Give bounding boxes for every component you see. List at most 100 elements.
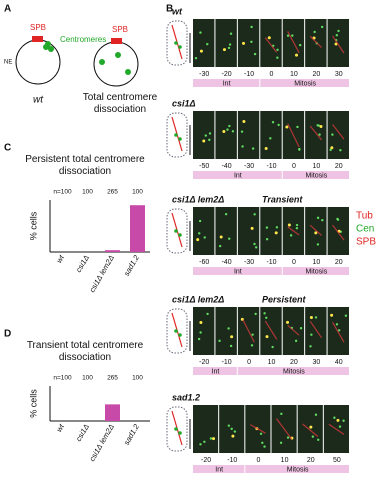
cen-signal [206, 42, 209, 46]
state-label: Persistent [262, 294, 307, 304]
schematic-outline [166, 112, 188, 158]
cen-signal [277, 123, 280, 127]
spb-label: SPB [112, 25, 128, 34]
time-label: 50 [333, 457, 341, 464]
cen-signal [316, 243, 320, 246]
cen-signal [337, 329, 341, 332]
cen-signal [265, 237, 269, 241]
cen-sketch [174, 427, 178, 431]
cen-signal [329, 148, 332, 152]
phase-bar [245, 465, 349, 473]
spb-signal [286, 320, 290, 324]
cen-signal [233, 430, 237, 433]
cen-signal [321, 218, 324, 222]
cen-signal [320, 25, 324, 29]
spb [32, 36, 43, 42]
panel-label: D [4, 329, 11, 340]
cen-signal [336, 217, 339, 221]
cen-signal [338, 425, 342, 428]
cen-signal [317, 124, 320, 127]
time-label: 20 [335, 163, 343, 170]
time-label: 10 [312, 259, 320, 266]
time-label: -30 [244, 259, 254, 266]
n-label: 265 [107, 375, 118, 382]
n-label: 100 [82, 375, 93, 382]
cen-signal [289, 234, 293, 237]
cen-signal [299, 327, 303, 330]
spb-signal [202, 139, 206, 143]
cen-signal [230, 427, 233, 431]
spindle-signal [287, 226, 300, 236]
time-label: -40 [222, 163, 232, 170]
spb-signal [267, 36, 271, 40]
phase-bar [193, 171, 282, 179]
y-axis-label: % cells [28, 211, 38, 240]
spindle-signal [309, 35, 322, 49]
spb-signal [212, 437, 216, 441]
micrograph [193, 207, 215, 255]
time-label: 20 [307, 457, 315, 464]
legend-label: Tub [356, 211, 373, 222]
bar [130, 205, 145, 252]
cen-signal [344, 314, 348, 317]
spb-signal [250, 226, 254, 230]
cen-signal [280, 412, 283, 416]
cen-signal [316, 216, 320, 220]
cen-signal [208, 132, 212, 135]
spindle-signal [287, 325, 300, 336]
micrograph [327, 19, 349, 67]
phase-bar [193, 267, 282, 275]
micrograph [215, 207, 237, 255]
micrograph [215, 19, 237, 67]
spb-signal [196, 238, 200, 242]
schematic-outline [166, 308, 188, 354]
micrograph [260, 111, 282, 159]
cen-signal [228, 43, 232, 46]
caption: Total centromere dissociation [82, 92, 158, 115]
schematic-outline [166, 406, 188, 452]
cen-signal [250, 25, 253, 29]
spindle-signal [328, 423, 345, 435]
spindle-signal [264, 37, 278, 53]
spb-signal [285, 125, 289, 129]
spb-signal [287, 223, 291, 227]
cen-signal [199, 31, 202, 34]
time-label: 0 [247, 359, 251, 366]
cen-sketch [174, 329, 178, 333]
cen-signal [296, 125, 299, 129]
time-label: -50 [199, 163, 209, 170]
cen-signal [265, 226, 269, 229]
cen-signal [317, 438, 320, 442]
time-label: 20 [290, 359, 298, 366]
cen-signal [271, 345, 274, 349]
micrograph [237, 111, 260, 159]
cen-signal [263, 445, 266, 448]
phase-label: Int [234, 172, 242, 179]
micrograph [305, 111, 327, 159]
time-label: -10 [266, 259, 276, 266]
y-axis-label: % cells [28, 389, 38, 418]
spindle-signal [264, 320, 278, 340]
n-label: n=100 [53, 375, 72, 382]
n-label: 100 [132, 375, 143, 382]
x-tick-label: csi1Δ [74, 253, 91, 273]
time-label: 10 [268, 359, 276, 366]
phase-bar [237, 367, 349, 375]
cen-signal [314, 316, 318, 319]
cen-signal [194, 56, 198, 60]
cen-signal [226, 128, 229, 131]
strain-label: csi1Δ lem2Δ [172, 194, 224, 204]
cen-signal [197, 337, 201, 341]
cen-signal [253, 213, 256, 216]
phase-label: Mitosis [305, 172, 327, 179]
phase-bar [282, 267, 349, 275]
nucleus [15, 39, 61, 85]
spindle-signal [287, 31, 300, 54]
time-label: 10 [312, 163, 320, 170]
phase-label: Mitosis [294, 80, 316, 87]
phase-label: Mitosis [305, 268, 327, 275]
spindle-signal [287, 123, 300, 148]
cen-signal [251, 333, 254, 336]
spb-signal [199, 321, 203, 325]
